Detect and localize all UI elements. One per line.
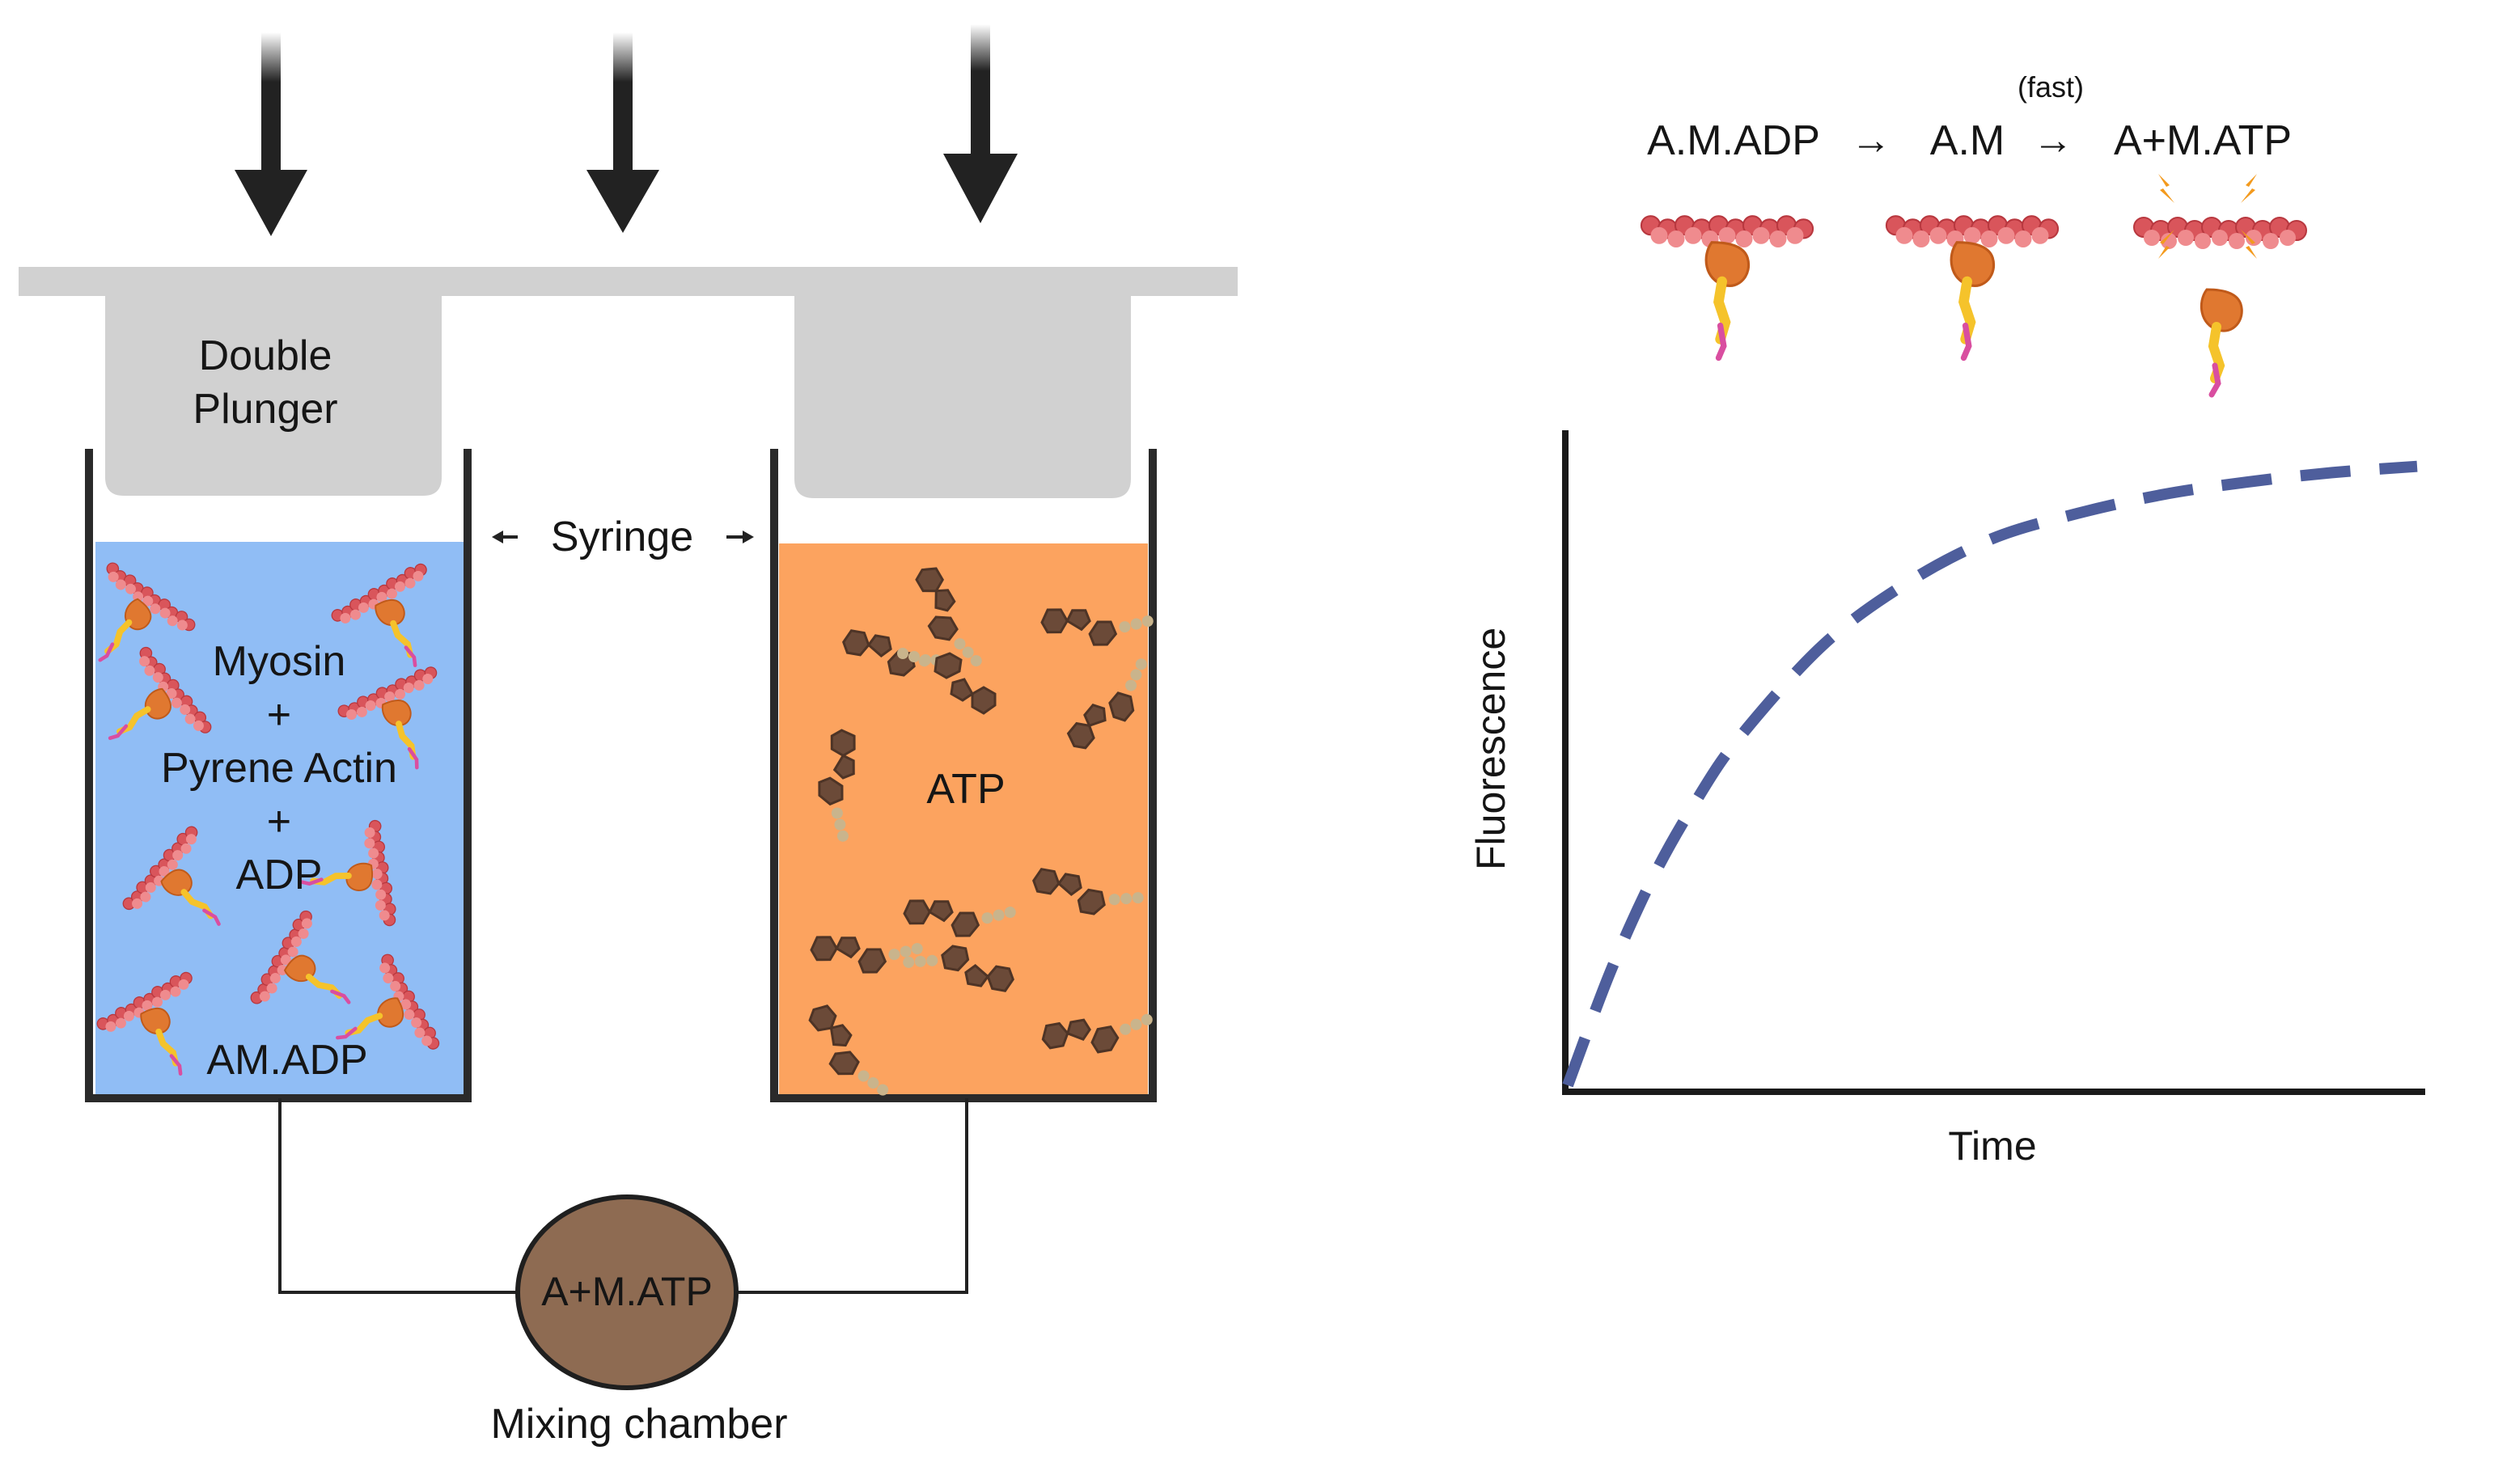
syringe-pointer-left — [492, 531, 518, 543]
fluorescence-curve — [1562, 460, 2418, 1088]
plunger-label-line1: Double — [198, 332, 332, 379]
arrow-shaft-middle — [613, 32, 633, 174]
right-syringe-wall — [770, 449, 1157, 1102]
fast-rate-note: (fast) — [2017, 70, 2085, 104]
pyrene-actin-label: Pyrene Actin — [161, 745, 397, 792]
reaction-arrow-2: → — [2033, 117, 2073, 163]
mixing-chamber — [515, 1194, 739, 1390]
reaction-state-2: A.M — [1929, 117, 2005, 164]
arrow-shaft-right — [971, 24, 990, 158]
tube-right — [736, 1098, 968, 1294]
tube-left — [278, 1098, 518, 1294]
mixing-chamber-content: A+M.ATP — [541, 1269, 713, 1314]
arrow-shaft-left — [261, 32, 281, 174]
adp-label: ADP — [235, 852, 323, 898]
press-arrows — [235, 24, 1018, 236]
plus-label-1: + — [266, 691, 292, 738]
am-adp-label: AM.ADP — [206, 1037, 368, 1084]
plunger-head-right — [794, 291, 1131, 498]
arrow-head-left — [235, 170, 307, 236]
reaction-state-1: A.M.ADP — [1647, 117, 1820, 164]
plunger-head-left — [105, 291, 442, 496]
x-axis-label: Time — [1948, 1123, 2037, 1169]
atp-label: ATP — [926, 766, 1006, 813]
reaction-arrow-1: → — [1851, 117, 1891, 163]
syringe-pointer-right — [726, 531, 754, 543]
dissociated-illustration — [2133, 174, 2307, 398]
reaction-state-3: A+M.ATP — [2113, 117, 2293, 164]
am-illustration — [1886, 216, 2058, 357]
am-adp-illustration — [1641, 216, 1813, 357]
chart — [1562, 430, 2425, 1095]
y-axis-label: Fluorescence — [1468, 627, 1514, 870]
mixing-chamber-caption: Mixing chamber — [490, 1401, 788, 1448]
syringe-label: Syringe — [550, 514, 694, 560]
plunger-label: Double Plunger — [193, 329, 337, 436]
arrow-head-right — [943, 154, 1018, 223]
plus-label-2: + — [266, 798, 292, 845]
myosin-label: Myosin — [212, 638, 346, 685]
left-syringe-contents: Myosin + Pyrene Actin + ADP — [161, 635, 397, 902]
arrow-head-middle — [586, 170, 659, 233]
plunger-label-line2: Plunger — [193, 386, 338, 433]
